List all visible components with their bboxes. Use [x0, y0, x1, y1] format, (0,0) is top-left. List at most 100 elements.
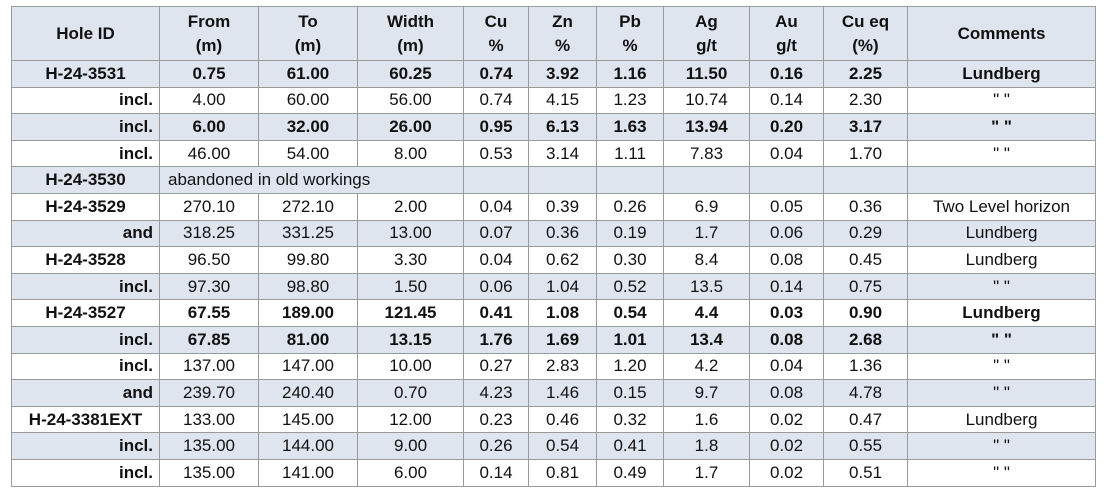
ag-cell: 8.4: [663, 246, 750, 274]
ag-cell: 4.2: [663, 352, 750, 381]
pb-cell: 0.30: [596, 246, 664, 274]
au-cell: 0.08: [749, 246, 824, 274]
ag-cell: 11.50: [663, 60, 750, 88]
zn-cell: 1.69: [528, 325, 597, 354]
to-cell: 144.00: [258, 432, 358, 460]
au-cell: 0.05: [749, 192, 824, 221]
au-cell: 0.14: [749, 272, 824, 301]
to-cell: 189.00: [258, 299, 358, 327]
header-cell-width: Width (m): [357, 6, 464, 61]
cu-cell: 0.07: [463, 219, 529, 248]
au-cell: 0.14: [749, 86, 824, 115]
pb-cell: 0.49: [596, 458, 664, 487]
cu-cell: 4.23: [463, 379, 529, 407]
cueq-cell: 0.75: [823, 272, 908, 301]
cueq-cell: 0.45: [823, 246, 908, 274]
header-from-unit: (m): [195, 35, 223, 55]
from-cell: 137.00: [159, 352, 259, 381]
table-row: incl. 4.00 60.00 56.00 0.74 4.15 1.23 10.74 0.14…: [11, 86, 1096, 115]
cueq-cell: 1.70: [823, 139, 908, 168]
comment-cell: Lundberg: [907, 219, 1096, 248]
from-cell: 67.85: [159, 325, 259, 354]
width-cell: 8.00: [357, 139, 464, 168]
width-cell: 10.00: [357, 352, 464, 381]
au-cell: 0.06: [749, 219, 824, 248]
from-cell: 239.70: [159, 379, 259, 407]
cu-cell: 0.41: [463, 299, 529, 327]
to-cell: 32.00: [258, 113, 358, 141]
to-cell: 81.00: [258, 325, 358, 354]
cueq-cell: 3.17: [823, 113, 908, 141]
header-cu-eq-label: Cu eq: [841, 11, 890, 31]
comment-cell: Two Level horizon: [907, 192, 1096, 221]
zn-cell: 0.39: [528, 192, 597, 221]
pb-cell: 0.32: [596, 405, 664, 434]
pb-cell: 0.26: [596, 192, 664, 221]
from-cell: 96.50: [159, 246, 259, 274]
cu-cell: 0.04: [463, 246, 529, 274]
hole-id-cell: incl.: [11, 458, 160, 487]
comment-cell: Lundberg: [907, 60, 1096, 88]
table-row: and 318.25 331.25 13.00 0.07 0.36 0.19 1.7 0.06 0…: [11, 219, 1096, 248]
from-cell: 135.00: [159, 432, 259, 460]
hole-id-cell: incl.: [11, 272, 160, 301]
cu-cell: 0.27: [463, 352, 529, 381]
cueq-cell: 0.29: [823, 219, 908, 248]
cueq-cell: 2.25: [823, 60, 908, 88]
table-row: H-24-3531 0.75 61.00 60.25 0.74 3.92 1.16 11.50…: [11, 60, 1096, 88]
comment-cell: " ": [907, 272, 1096, 301]
cu-cell: 0.53: [463, 139, 529, 168]
header-cu-eq-unit: (%): [852, 35, 879, 55]
table-row: incl. 6.00 32.00 26.00 0.95 6.13 1.63 13.94 0.20…: [11, 113, 1096, 141]
header-hole-id-label: Hole ID: [56, 23, 115, 43]
width-cell: 121.45: [357, 299, 464, 327]
zn-cell: 1.04: [528, 272, 597, 301]
pb-cell: 0.54: [596, 299, 664, 327]
hole-id-cell: incl.: [11, 86, 160, 115]
ag-cell: 1.6: [663, 405, 750, 434]
cu-cell: 0.74: [463, 86, 529, 115]
hole-id-cell: and: [11, 379, 160, 407]
cu-cell: 1.76: [463, 325, 529, 354]
header-ag-label: Ag: [695, 11, 718, 31]
header-cu-unit: %: [488, 35, 504, 55]
ag-cell: 1.8: [663, 432, 750, 460]
au-cell: 0.02: [749, 432, 824, 460]
ag-cell: 6.9: [663, 192, 750, 221]
hole-id-cell: H-24-3527: [11, 299, 160, 327]
from-cell: 133.00: [159, 405, 259, 434]
cueq-cell: 2.30: [823, 86, 908, 115]
to-cell: 141.00: [258, 458, 358, 487]
to-cell: 60.00: [258, 86, 358, 115]
table-row: H-24-3527 67.55 189.00 121.45 0.41 1.08 0.54 4.…: [11, 299, 1096, 327]
header-width-unit: (m): [397, 35, 424, 55]
to-cell: 240.40: [258, 379, 358, 407]
to-cell: 272.10: [258, 192, 358, 221]
hole-id-cell: H-24-3530: [11, 166, 160, 194]
cu-cell: 0.95: [463, 113, 529, 141]
table-row: H-24-3530 abandoned in old workings: [11, 166, 1096, 194]
empty-cell: [823, 166, 908, 194]
pb-cell: 1.63: [596, 113, 664, 141]
table-row: H-24-3381EXT 133.00 145.00 12.00 0.23 0.46 0.3…: [11, 405, 1096, 434]
header-cell-au: Au g/t: [749, 6, 824, 61]
header-cell-hole-id: Hole ID: [11, 6, 160, 61]
zn-cell: 1.46: [528, 379, 597, 407]
hole-id-cell: and: [11, 219, 160, 248]
comment-cell: Lundberg: [907, 246, 1096, 274]
zn-cell: 0.54: [528, 432, 597, 460]
to-cell: 98.80: [258, 272, 358, 301]
cueq-cell: 0.55: [823, 432, 908, 460]
hole-id-cell: incl.: [11, 432, 160, 460]
ag-cell: 10.74: [663, 86, 750, 115]
au-cell: 0.16: [749, 60, 824, 88]
drill-results-table: Hole ID From (m) To (m) Width (m) Cu % Z…: [11, 6, 1096, 487]
hole-id-cell: H-24-3529: [11, 192, 160, 221]
comment-cell: " ": [907, 432, 1096, 460]
zn-cell: 2.83: [528, 352, 597, 381]
header-cell-comments: Comments: [907, 6, 1096, 61]
hole-id-cell: H-24-3531: [11, 60, 160, 88]
cueq-cell: 0.51: [823, 458, 908, 487]
hole-id-cell: H-24-3381EXT: [11, 405, 160, 434]
pb-cell: 0.41: [596, 432, 664, 460]
